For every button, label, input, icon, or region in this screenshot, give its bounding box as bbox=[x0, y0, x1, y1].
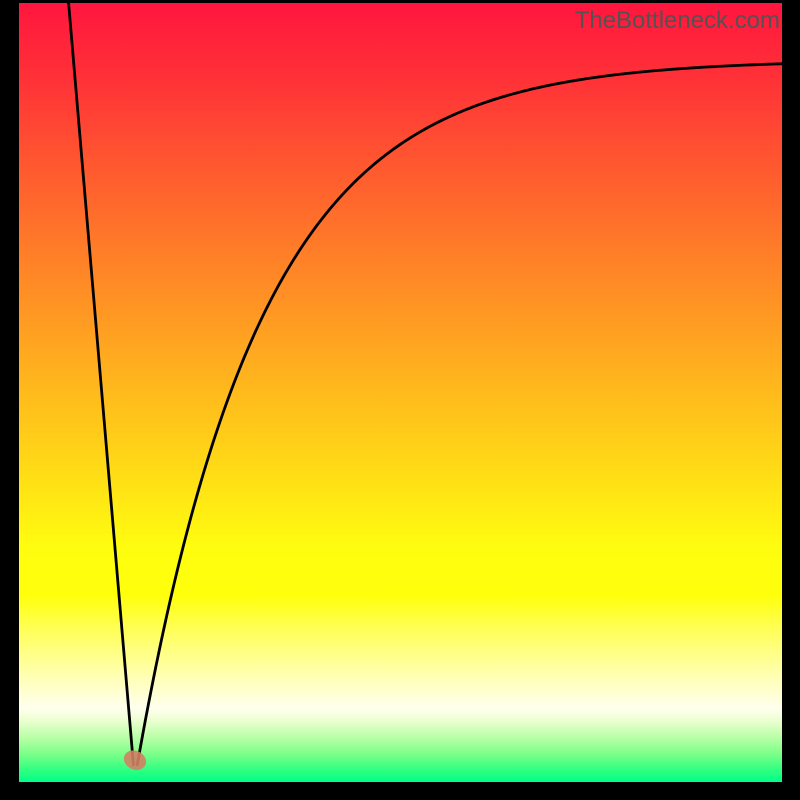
watermark-text: TheBottleneck.com bbox=[575, 7, 780, 35]
trough-marker bbox=[121, 747, 150, 774]
curve-right-branch bbox=[137, 64, 782, 765]
curve-left-branch bbox=[69, 3, 134, 765]
plot-area bbox=[19, 3, 782, 782]
chart-curve-layer bbox=[19, 3, 782, 782]
